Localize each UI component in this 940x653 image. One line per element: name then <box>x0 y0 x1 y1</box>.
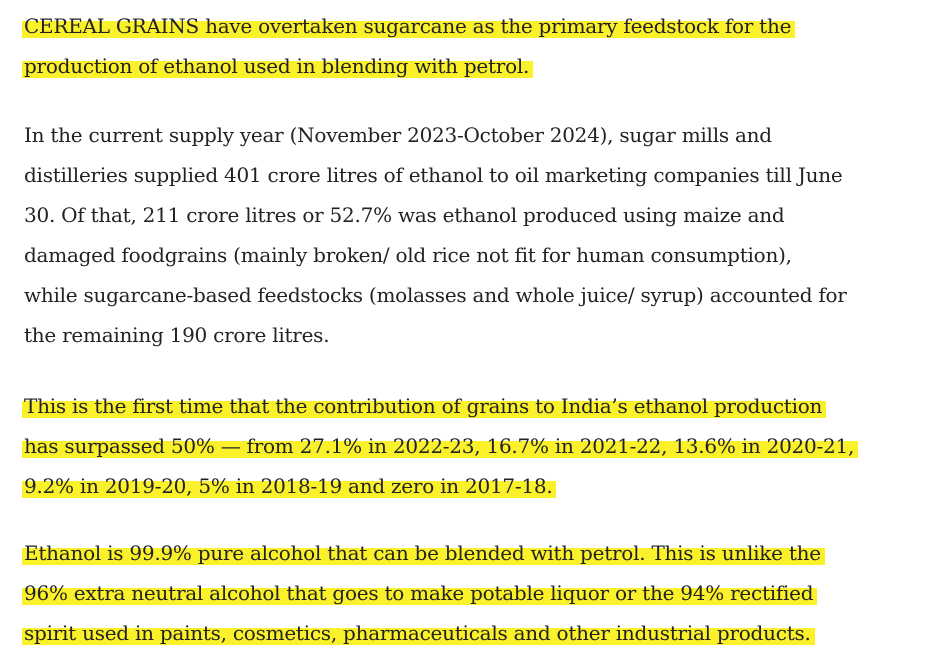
highlighted-text: spirit used in paints, cosmetics, pharma… <box>22 621 815 645</box>
highlighted-text: 9.2% in 2019-20, 5% in 2018-19 and zero … <box>22 474 557 498</box>
text-line: This is the first time that the contribu… <box>22 386 858 426</box>
text-line: 96% extra neutral alcohol that goes to m… <box>22 573 825 613</box>
highlighted-text: production of ethanol used in blending w… <box>22 54 534 78</box>
text-line: 9.2% in 2019-20, 5% in 2018-19 and zero … <box>22 466 858 506</box>
highlighted-text: Ethanol is 99.9% pure alcohol that can b… <box>22 541 825 565</box>
text-line: production of ethanol used in blending w… <box>22 46 795 86</box>
text-line: distilleries supplied 401 crore litres o… <box>24 163 843 187</box>
text-line: has surpassed 50% — from 27.1% in 2022-2… <box>22 426 859 466</box>
text-line: spirit used in paints, cosmetics, pharma… <box>22 613 825 653</box>
paragraph-intro: CEREAL GRAINS have overtaken sugarcane a… <box>22 6 796 86</box>
paragraph-ethanol-definition: Ethanol is 99.9% pure alcohol that can b… <box>22 533 825 653</box>
text-line: damaged foodgrains (mainly broken/ old r… <box>24 243 792 267</box>
paragraph-grain-contribution: This is the first time that the contribu… <box>22 386 859 506</box>
highlighted-text: CEREAL GRAINS have overtaken sugarcane a… <box>22 14 796 38</box>
highlighted-text: This is the first time that the contribu… <box>22 394 827 418</box>
text-line: 30. Of that, 211 crore litres or 52.7% w… <box>24 203 785 227</box>
text-line: the remaining 190 crore litres. <box>24 323 330 347</box>
highlighted-text: has surpassed 50% — from 27.1% in 2022-2… <box>22 434 859 458</box>
text-line: CEREAL GRAINS have overtaken sugarcane a… <box>22 6 796 46</box>
text-line: while sugarcane-based feedstocks (molass… <box>24 283 847 307</box>
text-line: Ethanol is 99.9% pure alcohol that can b… <box>22 533 825 573</box>
paragraph-supply-year: In the current supply year (November 202… <box>24 115 847 355</box>
highlighted-text: 96% extra neutral alcohol that goes to m… <box>22 581 818 605</box>
text-line: In the current supply year (November 202… <box>24 123 772 147</box>
